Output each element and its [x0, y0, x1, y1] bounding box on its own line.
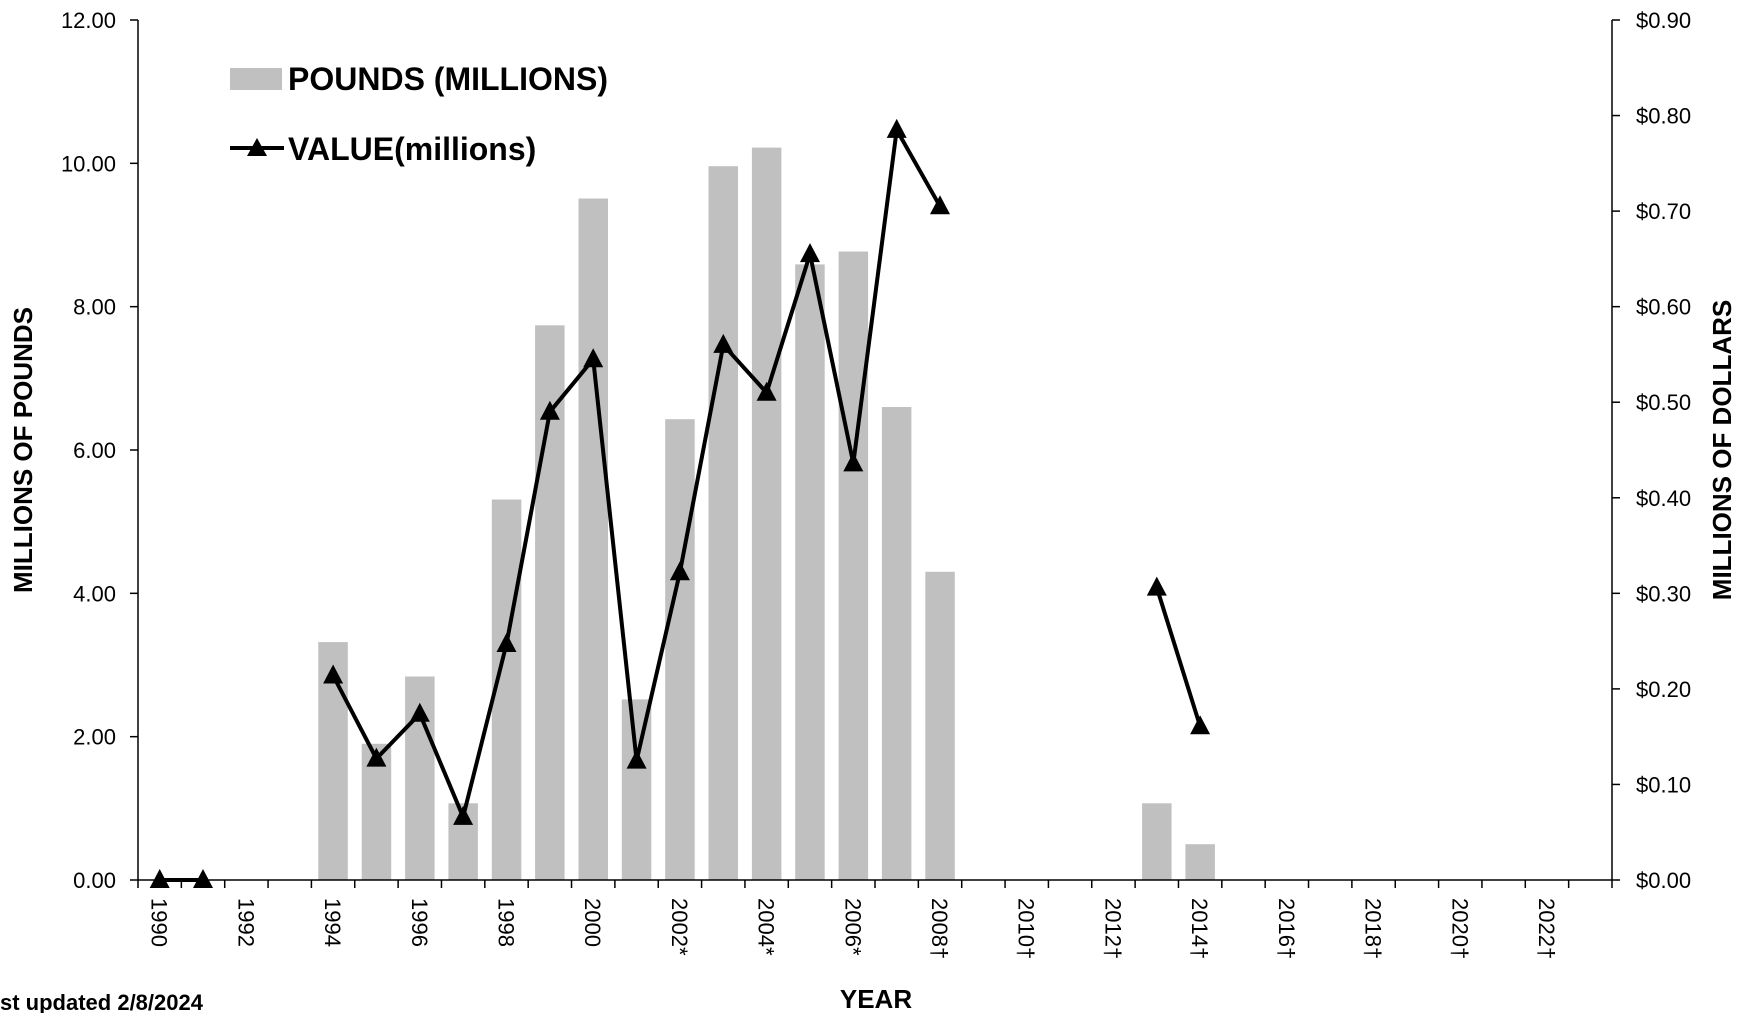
x-tick-label: 2008†	[927, 898, 952, 959]
right-tick-label: $0.50	[1636, 390, 1691, 415]
x-tick-label: 2022†	[1534, 898, 1559, 959]
legend-line-label: VALUE(millions)	[288, 131, 536, 167]
bar-2013	[1142, 803, 1172, 880]
value-point-2005	[800, 243, 820, 263]
legend-bar-swatch	[230, 68, 282, 90]
bar-2001	[621, 699, 652, 880]
right-tick-label: $0.60	[1636, 295, 1691, 320]
value-point-1997	[453, 805, 474, 825]
right-tick-label: $0.10	[1636, 772, 1691, 797]
x-tick-label: 1992	[233, 898, 258, 947]
bar-2006	[838, 251, 869, 880]
x-axis-ticks: 1990 1992 1994 1996 1998 2000 2002* 2004* 2006* 2…	[137, 880, 1613, 959]
left-tick-label: 12.00	[61, 8, 116, 33]
x-tick-label: 1990	[147, 898, 172, 947]
bar-series	[318, 147, 1215, 881]
x-tick-label: 2016†	[1274, 898, 1299, 959]
value-point-2000	[583, 348, 604, 368]
left-tick-label: 10.00	[61, 151, 116, 176]
value-point-2014	[1190, 715, 1211, 735]
x-tick-label: 2004*	[754, 898, 779, 956]
value-point-2001	[626, 749, 647, 769]
value-point-1994	[323, 664, 344, 684]
value-point-1991	[193, 869, 213, 888]
right-tick-label: $0.70	[1636, 199, 1691, 224]
value-point-2007	[886, 118, 907, 138]
value-point-2003	[713, 333, 734, 353]
left-tick-label: 2.00	[73, 725, 116, 750]
bar-2008	[925, 571, 955, 880]
value-point-2004	[756, 381, 777, 401]
x-axis-title: YEAR	[840, 984, 912, 1013]
x-tick-label: 1998	[494, 898, 519, 947]
value-point-2008	[930, 195, 950, 215]
value-point-2013	[1146, 576, 1167, 596]
value-line-segment	[1154, 587, 1203, 727]
left-tick-label: 0.00	[73, 868, 116, 893]
x-tick-label: 2012†	[1100, 898, 1125, 959]
bar-2014	[1185, 844, 1215, 880]
value-point-1990	[149, 869, 170, 888]
bar-2002	[665, 419, 695, 880]
legend-triangle-marker	[247, 138, 267, 156]
right-axis-title: MILLIONS OF DOLLARS	[1707, 300, 1737, 600]
footnote: st updated 2/8/2024	[0, 990, 204, 1013]
left-axis-ticks: 0.00 2.00 4.00 6.00 8.00 10.00 12.00	[61, 8, 138, 893]
legend: POUNDS (MILLIONS) VALUE(millions)	[230, 61, 608, 167]
x-tick-label: 1996	[407, 898, 432, 947]
right-tick-label: $0.30	[1636, 581, 1691, 606]
right-tick-label: $0.00	[1636, 868, 1691, 893]
right-tick-label: $0.90	[1636, 8, 1691, 33]
bar-2003	[708, 166, 738, 880]
left-axis-title: MILLIONS OF POUNDS	[8, 307, 38, 593]
x-tick-label: 2018†	[1361, 898, 1386, 959]
value-point-2002	[669, 561, 690, 581]
x-tick-label: 2014†	[1187, 898, 1212, 959]
value-point-2006	[843, 452, 864, 472]
x-tick-label: 1994	[320, 898, 345, 947]
bar-2007	[881, 407, 912, 880]
x-tick-label: 2010†	[1014, 898, 1039, 959]
bar-2005	[795, 264, 825, 880]
right-tick-label: $0.40	[1636, 486, 1691, 511]
right-tick-label: $0.80	[1636, 104, 1691, 129]
x-tick-label: 2002*	[667, 898, 692, 956]
right-axis-ticks: $0.00 $0.10 $0.20 $0.30 $0.40 $0.50 $0.60 $0.70…	[1612, 8, 1691, 893]
line-series	[149, 118, 1211, 888]
x-tick-label: 2000	[580, 898, 605, 947]
bar-2000	[578, 198, 608, 880]
value-point-1998	[496, 633, 517, 652]
x-tick-label: 2020†	[1447, 898, 1472, 959]
x-tick-label: 2006*	[840, 898, 865, 956]
value-point-1999	[539, 400, 560, 420]
left-tick-label: 6.00	[73, 438, 116, 463]
bar-2004	[751, 147, 782, 881]
value-point-1996	[409, 702, 430, 722]
left-tick-label: 4.00	[73, 581, 116, 606]
value-point-1995	[366, 747, 387, 767]
left-tick-label: 8.00	[73, 295, 116, 320]
legend-bar-label: POUNDS (MILLIONS)	[288, 61, 608, 97]
right-tick-label: $0.20	[1636, 677, 1691, 702]
